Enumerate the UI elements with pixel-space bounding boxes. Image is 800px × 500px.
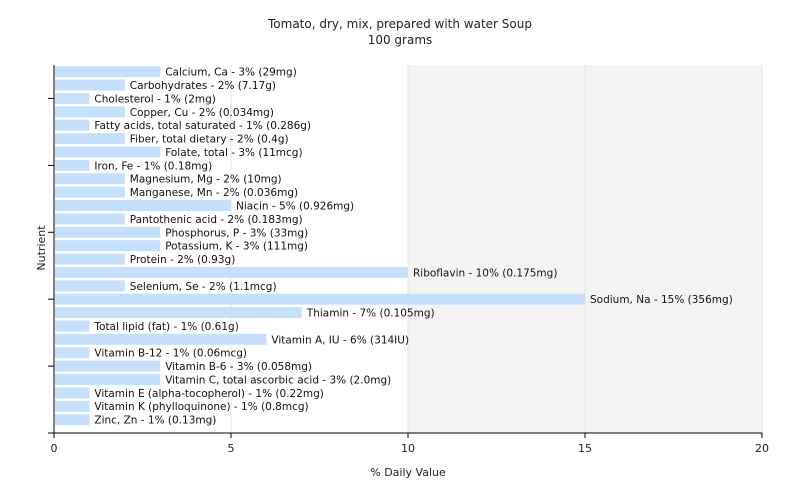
bar xyxy=(55,173,125,185)
y-axis-label: Nutrient xyxy=(35,225,48,271)
bar-value-label: Vitamin E (alpha-tocopherol) - 1% (0.22m… xyxy=(94,388,324,400)
bar xyxy=(55,226,161,238)
bar-value-label: Zinc, Zn - 1% (0.13mg) xyxy=(94,415,216,427)
x-tick-label: 20 xyxy=(755,442,769,455)
bar xyxy=(55,79,125,91)
bar-labels-group: Calcium, Ca - 3% (29mg)Carbohydrates - 2… xyxy=(93,67,732,427)
bar xyxy=(55,253,125,265)
bar xyxy=(55,200,231,211)
bar xyxy=(55,133,125,145)
bar xyxy=(55,360,161,372)
chart-title: Tomato, dry, mix, prepared with water So… xyxy=(267,17,532,31)
bar-value-label: Manganese, Mn - 2% (0.036mg) xyxy=(130,187,298,199)
bar xyxy=(55,387,90,399)
bar xyxy=(55,146,161,158)
bar-value-label: Vitamin C, total ascorbic acid - 3% (2.0… xyxy=(165,374,391,386)
bar-value-label: Protein - 2% (0.93g) xyxy=(130,254,236,266)
bar-value-label: Riboflavin - 10% (0.175mg) xyxy=(413,267,557,279)
x-axis-label: % Daily Value xyxy=(370,466,446,479)
bar xyxy=(55,414,90,426)
bar-value-label: Vitamin A, IU - 6% (314IU) xyxy=(271,334,409,346)
bar xyxy=(55,240,161,252)
bar-value-label: Phosphorus, P - 3% (33mg) xyxy=(165,227,308,239)
bar xyxy=(55,400,90,412)
bar-value-label: Vitamin B-12 - 1% (0.06mcg) xyxy=(94,348,247,360)
x-tick-labels-group: 0 5 10 15 20 xyxy=(51,442,770,455)
bar xyxy=(55,307,302,319)
bar xyxy=(55,333,267,345)
bar xyxy=(55,159,90,171)
bar xyxy=(55,347,90,359)
x-tick-label: 10 xyxy=(401,442,415,455)
bar xyxy=(55,106,125,118)
chart-subtitle: 100 grams xyxy=(368,33,433,47)
bar-value-label: Total lipid (fat) - 1% (0.61g) xyxy=(93,321,238,333)
bar-value-label: Thiamin - 7% (0.105mg) xyxy=(306,308,435,320)
x-tick-label: 0 xyxy=(51,442,58,455)
bar-value-label: Magnesium, Mg - 2% (10mg) xyxy=(130,174,282,186)
bar-value-label: Fatty acids, total saturated - 1% (0.286… xyxy=(94,120,311,132)
bar-value-label: Folate, total - 3% (11mcg) xyxy=(165,147,302,159)
bar-value-label: Carbohydrates - 2% (7.17g) xyxy=(130,80,276,92)
bars-group xyxy=(55,66,585,426)
bar-value-label: Cholesterol - 1% (2mg) xyxy=(94,93,215,105)
bar xyxy=(55,266,408,278)
bar xyxy=(55,213,125,225)
bar-value-label: Vitamin K (phylloquinone) - 1% (0.8mcg) xyxy=(94,401,308,413)
bar-value-label: Niacin - 5% (0.926mg) xyxy=(236,201,354,213)
bar xyxy=(55,92,90,104)
bar-value-label: Pantothenic acid - 2% (0.183mg) xyxy=(130,214,303,226)
bar-value-label: Calcium, Ca - 3% (29mg) xyxy=(165,67,297,79)
bar-value-label: Iron, Fe - 1% (0.18mg) xyxy=(94,160,212,172)
bar xyxy=(55,373,161,385)
axes-group xyxy=(48,65,763,438)
bar-value-label: Vitamin B-6 - 3% (0.058mg) xyxy=(165,361,312,373)
x-tick-label: 15 xyxy=(578,442,592,455)
bar xyxy=(55,119,90,131)
x-tick-label: 5 xyxy=(228,442,235,455)
bar-value-label: Sodium, Na - 15% (356mg) xyxy=(590,294,733,306)
bar xyxy=(55,320,90,332)
bar-value-label: Fiber, total dietary - 2% (0.4g) xyxy=(130,134,289,146)
bar-value-label: Selenium, Se - 2% (1.1mcg) xyxy=(130,281,277,293)
bar-value-label: Potassium, K - 3% (111mg) xyxy=(165,241,308,253)
bar xyxy=(55,66,161,78)
bar xyxy=(55,186,125,198)
bar xyxy=(55,280,125,292)
grid-lines xyxy=(230,65,763,433)
bar-value-label: Copper, Cu - 2% (0.034mg) xyxy=(130,107,274,119)
bar xyxy=(55,293,585,305)
